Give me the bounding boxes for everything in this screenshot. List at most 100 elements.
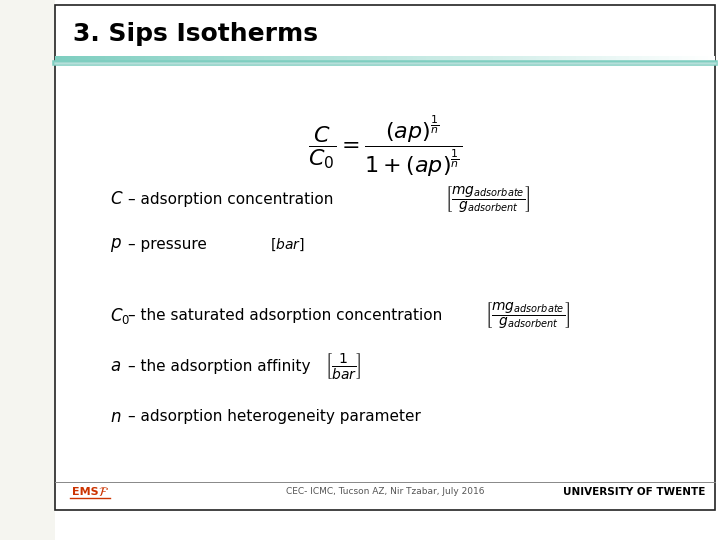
Text: – pressure: – pressure bbox=[128, 238, 207, 252]
Bar bbox=[672, 56, 675, 64]
Bar bbox=[400, 56, 403, 64]
Bar bbox=[294, 56, 297, 64]
Text: $\left[\dfrac{mg_{adsorbate}}{g_{adsorbent}}\right]$: $\left[\dfrac{mg_{adsorbate}}{g_{adsorbe… bbox=[445, 184, 531, 214]
Bar bbox=[207, 56, 211, 64]
Bar bbox=[513, 56, 516, 64]
Bar bbox=[688, 56, 692, 64]
Bar bbox=[469, 56, 473, 64]
Bar bbox=[506, 56, 509, 64]
Bar bbox=[609, 56, 612, 64]
Bar bbox=[347, 56, 350, 64]
Bar bbox=[426, 56, 430, 64]
Bar bbox=[217, 56, 221, 64]
Bar bbox=[366, 56, 370, 64]
Bar bbox=[669, 56, 672, 64]
Bar bbox=[480, 56, 483, 64]
Text: $\mathcal{F}$: $\mathcal{F}$ bbox=[98, 485, 109, 498]
Bar bbox=[420, 56, 423, 64]
Bar bbox=[533, 56, 536, 64]
Bar bbox=[539, 56, 543, 64]
Bar bbox=[274, 56, 277, 64]
Bar bbox=[476, 56, 480, 64]
Bar bbox=[364, 56, 366, 64]
Bar bbox=[304, 56, 307, 64]
Bar bbox=[327, 56, 330, 64]
Text: – adsorption concentration: – adsorption concentration bbox=[128, 192, 333, 207]
Bar bbox=[393, 56, 397, 64]
Bar bbox=[102, 56, 104, 64]
Bar bbox=[440, 56, 443, 64]
Bar bbox=[118, 56, 122, 64]
Bar bbox=[423, 56, 426, 64]
Bar bbox=[549, 56, 552, 64]
Bar bbox=[95, 56, 98, 64]
Bar bbox=[158, 56, 161, 64]
Bar bbox=[271, 56, 274, 64]
Bar bbox=[397, 56, 400, 64]
Bar bbox=[708, 56, 711, 64]
Text: $\mathit{a}$: $\mathit{a}$ bbox=[110, 357, 121, 375]
Bar bbox=[629, 56, 632, 64]
Text: EMS: EMS bbox=[72, 487, 99, 497]
Text: $\mathit{n}$: $\mathit{n}$ bbox=[110, 408, 122, 426]
Bar bbox=[390, 56, 393, 64]
Bar bbox=[310, 56, 314, 64]
Bar bbox=[357, 56, 360, 64]
Bar bbox=[632, 56, 636, 64]
Bar bbox=[430, 56, 433, 64]
Bar bbox=[572, 56, 576, 64]
Bar bbox=[490, 56, 492, 64]
Bar bbox=[370, 56, 374, 64]
Bar bbox=[655, 56, 659, 64]
Bar bbox=[0, 0, 55, 540]
Bar bbox=[151, 56, 155, 64]
Bar bbox=[450, 56, 453, 64]
Bar bbox=[174, 56, 178, 64]
Bar bbox=[413, 56, 416, 64]
Bar bbox=[128, 56, 131, 64]
Text: – adsorption heterogeneity parameter: – adsorption heterogeneity parameter bbox=[128, 409, 421, 424]
Bar bbox=[178, 56, 181, 64]
Bar bbox=[443, 56, 446, 64]
Bar bbox=[529, 56, 533, 64]
Text: CEC- ICMC, Tucson AZ, Nir Tzabar, July 2016: CEC- ICMC, Tucson AZ, Nir Tzabar, July 2… bbox=[286, 488, 485, 496]
Bar bbox=[204, 56, 207, 64]
Bar bbox=[616, 56, 618, 64]
Bar bbox=[161, 56, 164, 64]
Bar bbox=[446, 56, 450, 64]
Bar bbox=[626, 56, 629, 64]
Bar bbox=[526, 56, 529, 64]
Bar bbox=[234, 56, 238, 64]
Bar bbox=[168, 56, 171, 64]
Bar bbox=[407, 56, 410, 64]
Bar bbox=[333, 56, 337, 64]
Bar bbox=[88, 56, 91, 64]
Bar bbox=[383, 56, 387, 64]
Bar bbox=[238, 56, 240, 64]
Bar bbox=[138, 56, 141, 64]
Bar bbox=[682, 56, 685, 64]
Bar bbox=[711, 56, 715, 64]
Bar bbox=[231, 56, 234, 64]
Bar bbox=[659, 56, 662, 64]
Bar bbox=[290, 56, 294, 64]
Bar bbox=[194, 56, 197, 64]
Bar bbox=[595, 56, 599, 64]
Bar bbox=[71, 56, 75, 64]
Bar bbox=[612, 56, 616, 64]
Bar bbox=[122, 56, 125, 64]
Bar bbox=[456, 56, 459, 64]
Bar bbox=[556, 56, 559, 64]
Bar bbox=[410, 56, 413, 64]
Bar bbox=[284, 56, 287, 64]
Bar bbox=[705, 56, 708, 64]
Bar bbox=[492, 56, 496, 64]
Bar bbox=[698, 56, 702, 64]
Bar bbox=[324, 56, 327, 64]
Bar bbox=[104, 56, 108, 64]
Bar bbox=[582, 56, 585, 64]
Bar bbox=[552, 56, 556, 64]
Bar bbox=[261, 56, 264, 64]
Bar bbox=[496, 56, 500, 64]
Text: $\dfrac{C}{C_0} = \dfrac{(ap)^{\frac{1}{n}}}{1 + (ap)^{\frac{1}{n}}}$: $\dfrac{C}{C_0} = \dfrac{(ap)^{\frac{1}{… bbox=[307, 114, 462, 179]
